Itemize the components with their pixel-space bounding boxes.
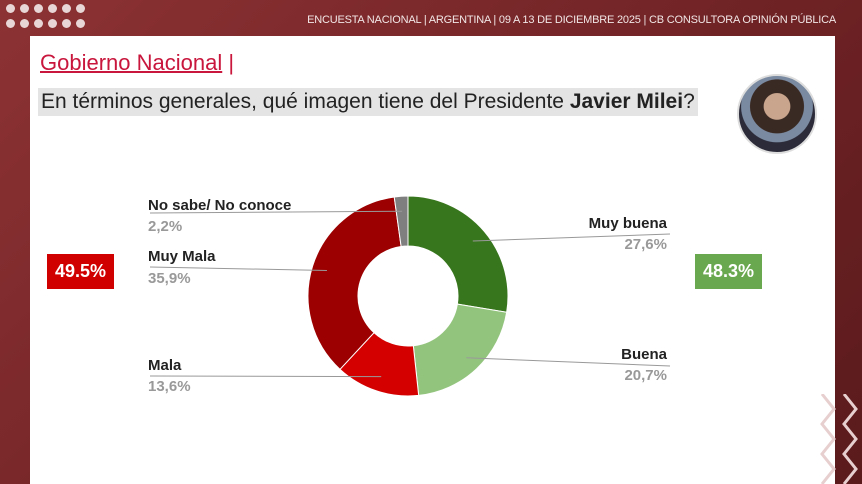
slice-muy-buena bbox=[407, 195, 509, 313]
leader-line bbox=[149, 375, 382, 378]
content-panel: Gobierno Nacional | En términos generale… bbox=[30, 36, 835, 484]
leader-line bbox=[466, 357, 671, 367]
negative-total-badge: 49.5% bbox=[47, 254, 115, 289]
slice-no-sabe-no-conoce bbox=[393, 195, 409, 248]
label-mala: Mala bbox=[148, 357, 182, 374]
survey-header: ENCUESTA NACIONAL | ARGENTINA | 09 A 13 … bbox=[307, 14, 836, 26]
slice-buena bbox=[412, 303, 508, 396]
value-muy-buena: 27,6% bbox=[624, 236, 667, 253]
label-muy-buena: Muy buena bbox=[588, 215, 667, 232]
section-title: Gobierno Nacional | bbox=[40, 50, 235, 75]
decorative-dots bbox=[6, 4, 90, 28]
value-no-sabe: 2,2% bbox=[148, 218, 183, 235]
slice-muy-mala bbox=[307, 196, 402, 371]
label-buena: Buena bbox=[621, 346, 667, 363]
question: En términos generales, qué imagen tiene … bbox=[38, 88, 698, 116]
value-mala: 13,6% bbox=[148, 378, 191, 395]
positive-total-badge: 48.3% bbox=[695, 254, 763, 289]
leader-line bbox=[149, 266, 327, 271]
value-buena: 20,7% bbox=[624, 367, 667, 384]
president-photo bbox=[737, 74, 817, 154]
leader-line bbox=[149, 210, 403, 214]
value-muy-mala: 35,9% bbox=[148, 270, 191, 287]
leader-line bbox=[472, 233, 671, 242]
label-no-sabe: No sabe/ No conoce bbox=[148, 197, 292, 214]
zigzag-decoration bbox=[820, 394, 858, 484]
label-muy-mala: Muy Mala bbox=[148, 248, 216, 265]
